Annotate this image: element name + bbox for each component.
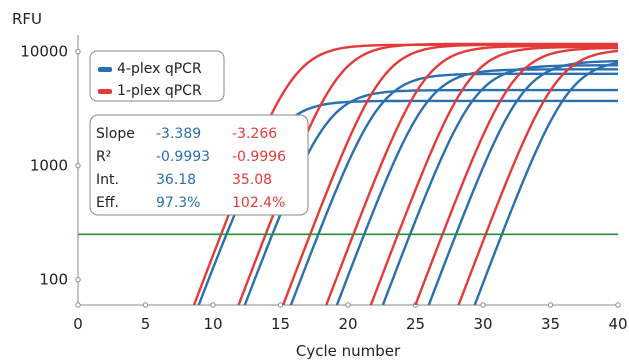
stats-row-label-r2: R² xyxy=(96,149,111,165)
x-tick-label: 35 xyxy=(541,315,560,333)
x-tick-label: 0 xyxy=(73,315,83,333)
y-tick-group: 100 1000 10000 xyxy=(20,43,81,289)
y-axis-label: RFU xyxy=(12,10,42,28)
stats-4plex-eff: 97.3% xyxy=(156,195,200,211)
legend-swatch-4-plex xyxy=(98,67,112,72)
x-tick-label: 40 xyxy=(608,315,627,333)
stats-row-label-int: Int. xyxy=(96,172,119,188)
legend-label-4-plex: 4-plex qPCR xyxy=(117,61,202,77)
curve-1plex-3 xyxy=(281,43,618,305)
amplification-curves xyxy=(78,42,618,305)
x-tick-label: 10 xyxy=(203,315,222,333)
stats-1plex-slope: -3.266 xyxy=(232,126,277,142)
y-tick-mark xyxy=(75,277,81,283)
x-tick-label: 30 xyxy=(473,315,492,333)
x-tick-label: 15 xyxy=(271,315,290,333)
x-tick-label: 20 xyxy=(338,315,357,333)
x-axis-label: Cycle number xyxy=(296,342,401,360)
x-tick-mark xyxy=(345,302,351,308)
y-tick-label: 100 xyxy=(39,271,68,289)
curve-1plex-5 xyxy=(369,45,618,305)
y-tick-mark xyxy=(75,162,81,169)
legend-swatch-1-plex xyxy=(98,89,112,94)
x-tick-group: 0 5 10 15 20 25 30 35 40 xyxy=(73,302,628,333)
x-tick-mark xyxy=(547,302,554,308)
curve-1plex-7 xyxy=(457,49,618,305)
x-tick-label: 5 xyxy=(141,315,151,333)
stats-1plex-eff: 102.4% xyxy=(232,195,285,211)
stats-row-label-slope: Slope xyxy=(96,126,135,142)
curve-4plex-4 xyxy=(335,68,618,305)
stats-table: Slope R² Int. Eff. -3.389 -0.9993 36.18 … xyxy=(89,114,309,216)
stats-4plex-r2: -0.9993 xyxy=(156,149,210,165)
y-tick-mark xyxy=(75,48,81,55)
curve-4plex-6 xyxy=(427,60,618,305)
legend-box xyxy=(89,50,225,102)
curve-1plex-6 xyxy=(414,46,618,305)
stats-box xyxy=(89,114,309,216)
stats-1plex-r2: -0.9996 xyxy=(232,149,286,165)
x-tick-mark xyxy=(142,302,149,308)
x-tick-label: 25 xyxy=(406,315,425,333)
x-tick-mark xyxy=(480,302,486,308)
stats-row-label-eff: Eff. xyxy=(96,195,119,211)
stats-4plex-int: 36.18 xyxy=(156,172,196,188)
x-tick-mark xyxy=(210,302,216,308)
legend: 4-plex qPCR 1-plex qPCR xyxy=(89,50,225,102)
x-tick-mark xyxy=(615,302,621,308)
curve-4plex-5 xyxy=(381,64,618,305)
stats-4plex-slope: -3.389 xyxy=(156,126,201,142)
legend-label-1-plex: 1-plex qPCR xyxy=(117,83,202,99)
y-tick-label: 1000 xyxy=(30,157,68,175)
stats-1plex-int: 35.08 xyxy=(232,172,272,188)
y-tick-label: 10000 xyxy=(20,43,68,61)
curve-4plex-7 xyxy=(473,61,618,305)
x-tick-mark xyxy=(75,302,81,308)
